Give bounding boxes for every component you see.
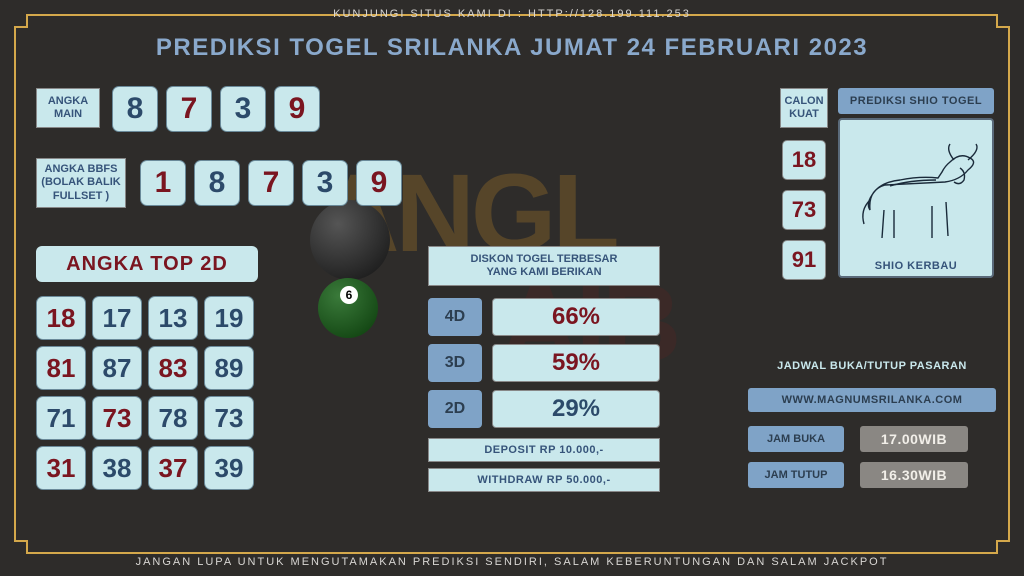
angka-bbfs-tile: 9 [356, 160, 402, 206]
calon-kuat-label: CALON KUAT [780, 88, 828, 128]
top2d-tile: 19 [204, 296, 254, 340]
calon-kuat-tile: 73 [782, 190, 826, 230]
angka-bbfs-tile: 3 [302, 160, 348, 206]
jam-tutup-value: 16.30WIB [860, 462, 968, 488]
calon-kuat-tile: 18 [782, 140, 826, 180]
top2d-tile: 89 [204, 346, 254, 390]
header-url: KUNJUNGI SITUS KAMI DI : HTTP://128.199.… [0, 8, 1024, 20]
angka-bbfs-tile: 8 [194, 160, 240, 206]
top2d-tile: 87 [92, 346, 142, 390]
jam-buka-label: JAM BUKA [748, 426, 844, 452]
jam-tutup-label: JAM TUTUP [748, 462, 844, 488]
top2d-tile: 78 [148, 396, 198, 440]
top2d-tile: 38 [92, 446, 142, 490]
angka-main-tile: 8 [112, 86, 158, 132]
angka-main-tile: 7 [166, 86, 212, 132]
top2d-title: ANGKA TOP 2D [36, 246, 258, 282]
calon-kuat-tile: 91 [782, 240, 826, 280]
withdraw-info: WITHDRAW RP 50.000,- [428, 468, 660, 492]
discount-value: 29% [492, 390, 660, 428]
angka-main-label: ANGKA MAIN [36, 88, 100, 128]
shio-image-box: SHIO KERBAU [838, 118, 994, 278]
top2d-tile: 73 [92, 396, 142, 440]
discount-header: DISKON TOGEL TERBESAR YANG KAMI BERIKAN [428, 246, 660, 286]
discount-value: 59% [492, 344, 660, 382]
angka-bbfs-label: ANGKA BBFS (BOLAK BALIK FULLSET ) [36, 158, 126, 208]
schedule-header: JADWAL BUKA/TUTUP PASARAN [748, 360, 996, 372]
top2d-tile: 13 [148, 296, 198, 340]
angka-bbfs-tile: 1 [140, 160, 186, 206]
page-title: PREDIKSI TOGEL SRILANKA JUMAT 24 FEBRUAR… [0, 34, 1024, 62]
top2d-tile: 31 [36, 446, 86, 490]
top2d-tile: 17 [92, 296, 142, 340]
discount-key: 2D [428, 390, 482, 428]
jam-buka-value: 17.00WIB [860, 426, 968, 452]
top2d-tile: 18 [36, 296, 86, 340]
top2d-tile: 83 [148, 346, 198, 390]
shio-title: PREDIKSI SHIO TOGEL [838, 88, 994, 114]
schedule-website: WWW.MAGNUMSRILANKA.COM [748, 388, 996, 412]
angka-bbfs-tile: 7 [248, 160, 294, 206]
buffalo-icon [850, 140, 986, 250]
discount-key: 3D [428, 344, 482, 382]
top2d-tile: 39 [204, 446, 254, 490]
top2d-tile: 73 [204, 396, 254, 440]
shio-caption: SHIO KERBAU [840, 260, 992, 272]
top2d-tile: 71 [36, 396, 86, 440]
top2d-tile: 37 [148, 446, 198, 490]
angka-main-tile: 3 [220, 86, 266, 132]
top2d-tile: 81 [36, 346, 86, 390]
angka-main-tile: 9 [274, 86, 320, 132]
deposit-info: DEPOSIT RP 10.000,- [428, 438, 660, 462]
footer-text: JANGAN LUPA UNTUK MENGUTAMAKAN PREDIKSI … [0, 556, 1024, 568]
discount-value: 66% [492, 298, 660, 336]
discount-key: 4D [428, 298, 482, 336]
